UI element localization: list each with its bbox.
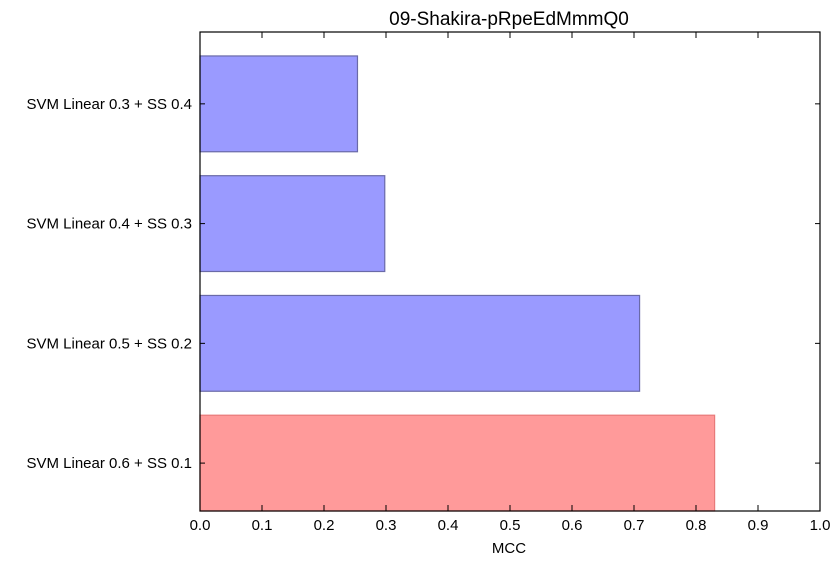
x-tick-label: 0.8 (686, 517, 707, 534)
bar (199, 55, 359, 153)
x-tick-label: 0.0 (190, 517, 211, 534)
y-tick-label: SVM Linear 0.6 + SS 0.1 (26, 455, 192, 472)
x-tick-label: 0.6 (562, 517, 583, 534)
y-tick-label: SVM Linear 0.4 + SS 0.3 (26, 216, 192, 233)
x-axis-label: MCC (492, 540, 526, 557)
bar (199, 294, 641, 392)
x-tick-label: 0.7 (624, 517, 645, 534)
x-tick-label: 0.4 (438, 517, 459, 534)
x-tick-label: 0.2 (314, 517, 335, 534)
y-tick-label: SVM Linear 0.5 + SS 0.2 (26, 335, 192, 352)
y-tick-label: SVM Linear 0.3 + SS 0.4 (26, 96, 192, 113)
x-tick-label: 0.1 (252, 517, 273, 534)
x-tick-label: 0.5 (500, 517, 521, 534)
x-tick-label: 0.9 (748, 517, 769, 534)
bar (199, 175, 386, 273)
x-tick-label: 0.3 (376, 517, 397, 534)
x-tick-label: 1.0 (810, 517, 831, 534)
chart-title: 09-Shakira-pRpeEdMmmQ0 (389, 9, 629, 30)
bar (199, 414, 716, 512)
